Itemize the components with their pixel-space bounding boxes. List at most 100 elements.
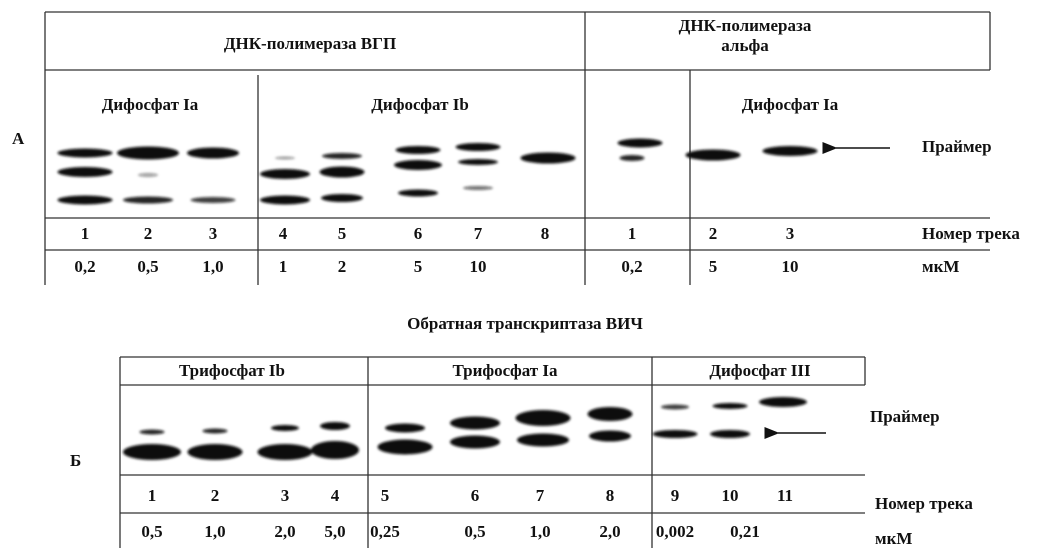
gel-band xyxy=(258,444,313,460)
gel-band xyxy=(385,424,425,433)
group-header: Дифосфат Ia xyxy=(102,95,199,114)
concentration: 2,0 xyxy=(274,522,295,541)
row-label: Номер трека xyxy=(875,494,973,513)
gel-band xyxy=(320,422,350,430)
concentration: 1 xyxy=(279,257,288,276)
gel-band xyxy=(618,139,663,148)
panel-label: А xyxy=(12,129,25,148)
track-number: 2 xyxy=(709,224,718,243)
track-number: 4 xyxy=(331,486,340,505)
row-label: Номер трека xyxy=(922,224,1020,243)
group-header: Дифосфат III xyxy=(709,361,811,380)
concentration: 0,002 xyxy=(656,522,694,541)
track-number: 3 xyxy=(786,224,795,243)
gel-bands xyxy=(58,139,818,461)
gel-band xyxy=(521,153,576,164)
concentration: 1,0 xyxy=(529,522,550,541)
gel-band xyxy=(140,430,165,435)
gel-band xyxy=(463,186,493,190)
gel-band xyxy=(260,196,310,205)
band-label: Праймер xyxy=(922,137,992,156)
concentration: 2,0 xyxy=(599,522,620,541)
track-number: 6 xyxy=(471,486,480,505)
gel-band xyxy=(123,444,181,460)
gel-band xyxy=(138,173,158,177)
gel-band xyxy=(710,430,750,438)
concentration: 5,0 xyxy=(324,522,345,541)
gel-band xyxy=(203,429,228,434)
gel-band xyxy=(320,167,365,178)
track-number: 4 xyxy=(279,224,288,243)
gel-band xyxy=(191,197,236,203)
track-number: 6 xyxy=(414,224,423,243)
gel-band xyxy=(271,425,299,431)
gel-band xyxy=(58,149,113,158)
track-number: 10 xyxy=(722,486,739,505)
track-number: 11 xyxy=(777,486,793,505)
gel-band xyxy=(588,407,633,421)
gel-band xyxy=(589,431,631,442)
track-number: 1 xyxy=(148,486,157,505)
track-number: 3 xyxy=(209,224,218,243)
concentration: 0,25 xyxy=(370,522,400,541)
gel-band xyxy=(661,405,689,410)
band-label: Праймер xyxy=(870,407,940,426)
gel-band xyxy=(450,436,500,449)
concentration: 2 xyxy=(338,257,347,276)
gel-band xyxy=(398,190,438,197)
track-number: 2 xyxy=(211,486,220,505)
track-number: 5 xyxy=(338,224,347,243)
gel-band xyxy=(378,440,433,455)
group-header: Дифосфат Ia xyxy=(742,95,839,114)
row-label: мкМ xyxy=(922,257,959,276)
track-number: 8 xyxy=(541,224,550,243)
gel-band xyxy=(517,434,569,447)
enzyme-header: ДНК-полимераза ВГП xyxy=(224,34,396,53)
gel-band xyxy=(117,147,179,160)
gel-band xyxy=(322,153,362,159)
enzyme-header: ДНК-полимераза xyxy=(679,16,812,35)
gel-band xyxy=(275,157,295,160)
panel-title: Обратная транскриптаза ВИЧ xyxy=(407,314,643,333)
track-number: 2 xyxy=(144,224,153,243)
gel-band xyxy=(763,146,818,156)
concentration: 10 xyxy=(782,257,799,276)
concentration: 1,0 xyxy=(202,257,223,276)
enzyme-header: альфа xyxy=(721,36,769,55)
gel-band xyxy=(686,150,741,161)
gel-band xyxy=(311,441,359,459)
gel-band xyxy=(321,194,363,202)
table-frame xyxy=(45,12,990,548)
track-number: 7 xyxy=(474,224,483,243)
track-number: 9 xyxy=(671,486,680,505)
gel-band xyxy=(58,196,113,205)
row-label: мкМ xyxy=(875,529,912,548)
concentration: 0,5 xyxy=(137,257,158,276)
track-number: 3 xyxy=(281,486,290,505)
gel-band xyxy=(394,160,442,170)
gel-band xyxy=(458,159,498,165)
gel-band xyxy=(396,146,441,154)
gel-band xyxy=(123,197,173,204)
concentration: 5 xyxy=(709,257,718,276)
track-number: 1 xyxy=(628,224,637,243)
track-number: 8 xyxy=(606,486,615,505)
concentration: 5 xyxy=(414,257,423,276)
gel-band xyxy=(456,143,501,151)
gel-band xyxy=(653,430,698,438)
group-header: Трифосфат Ib xyxy=(179,361,285,380)
track-number: 7 xyxy=(536,486,545,505)
concentration: 1,0 xyxy=(204,522,225,541)
gel-band xyxy=(187,148,239,159)
group-header: Дифосфат Ib xyxy=(371,95,469,114)
track-number: 5 xyxy=(381,486,390,505)
concentration: 0,2 xyxy=(74,257,95,276)
gel-band xyxy=(713,403,748,409)
gel-band xyxy=(260,169,310,179)
gel-band xyxy=(450,417,500,430)
concentration: 10 xyxy=(470,257,487,276)
concentration: 0,21 xyxy=(730,522,760,541)
concentration: 0,5 xyxy=(141,522,162,541)
figure: А ДНК-полимераза ВГП ДНК-полимеразаальфа Ди… xyxy=(0,0,1047,548)
concentration: 0,2 xyxy=(621,257,642,276)
